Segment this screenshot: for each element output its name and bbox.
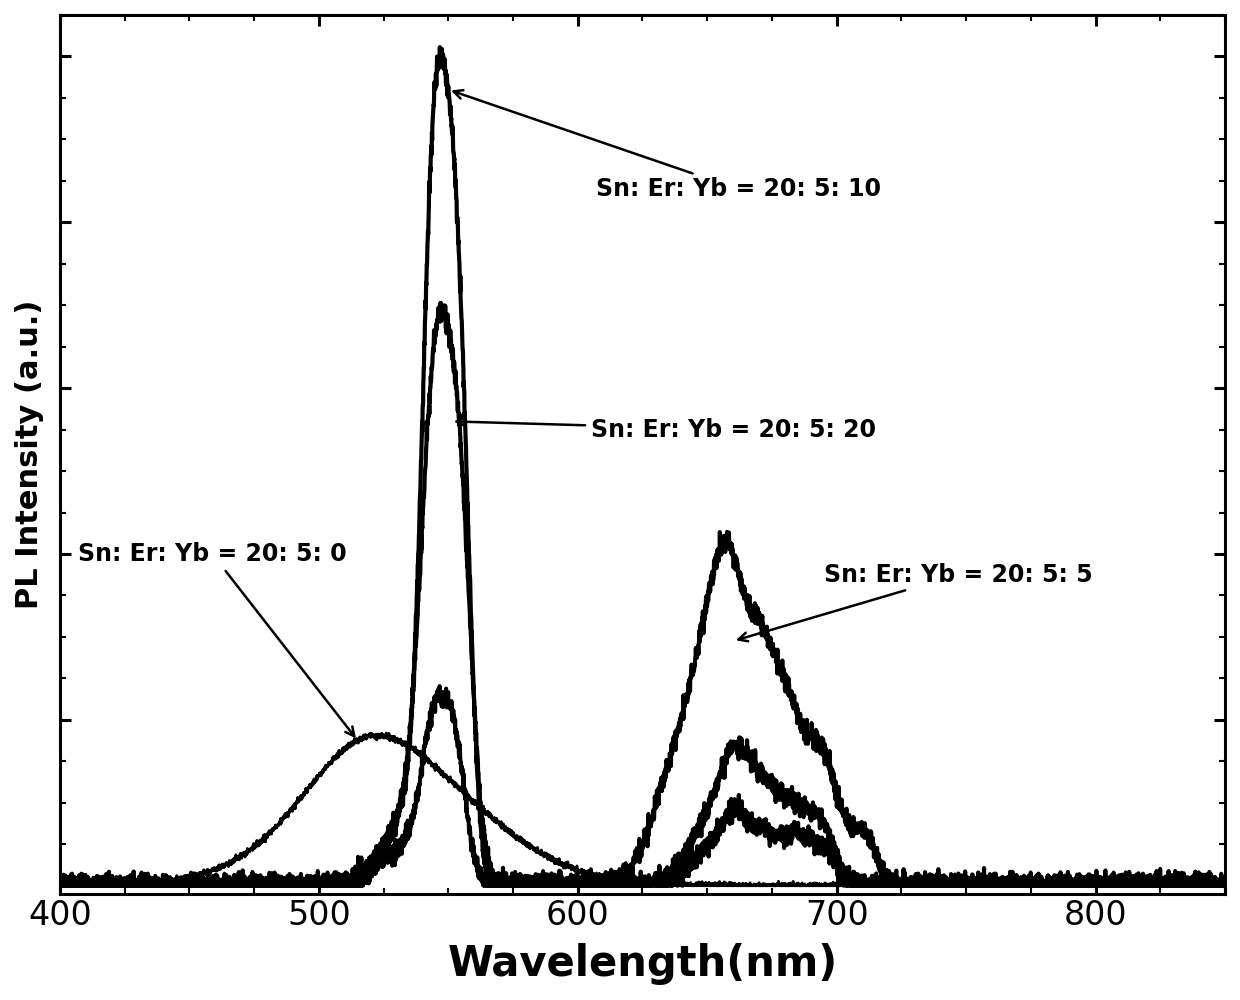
- Text: Sn: Er: Yb = 20: 5: 0: Sn: Er: Yb = 20: 5: 0: [78, 542, 355, 736]
- Text: Sn: Er: Yb = 20: 5: 20: Sn: Er: Yb = 20: 5: 20: [456, 417, 875, 442]
- Text: Sn: Er: Yb = 20: 5: 5: Sn: Er: Yb = 20: 5: 5: [739, 563, 1092, 641]
- Text: Sn: Er: Yb = 20: 5: 10: Sn: Er: Yb = 20: 5: 10: [454, 90, 880, 201]
- Y-axis label: PL Intensity (a.u.): PL Intensity (a.u.): [15, 300, 43, 609]
- X-axis label: Wavelength(nm): Wavelength(nm): [448, 943, 837, 985]
